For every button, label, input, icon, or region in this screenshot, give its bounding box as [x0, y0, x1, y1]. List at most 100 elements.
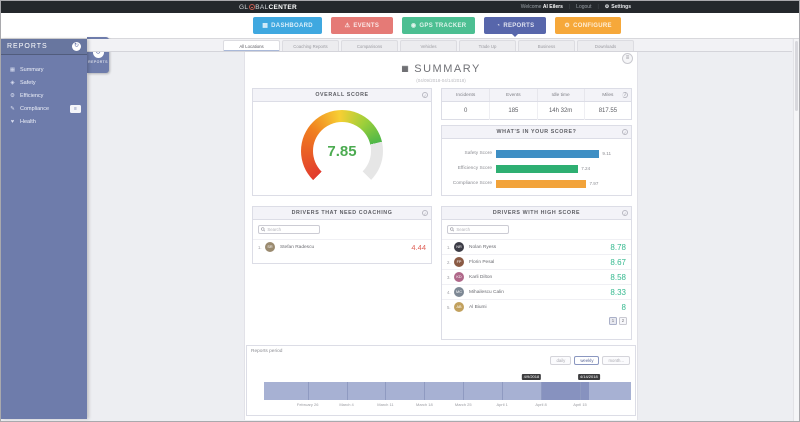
nav-button-events[interactable]: ⚠ EVENTS — [330, 17, 393, 34]
tab-downloads[interactable]: Downloads — [577, 40, 634, 51]
sidebar-item-safety[interactable]: ◈ Safety — [10, 79, 36, 86]
stat-value: 817.55 — [583, 102, 631, 120]
tab-business[interactable]: Business — [518, 40, 575, 51]
week-gridline — [463, 382, 465, 400]
info-icon[interactable]: i — [622, 129, 628, 135]
driver-name: Mihailescu Calin — [469, 289, 504, 295]
tab-coaching-reports[interactable]: Coaching Reports — [282, 40, 339, 51]
axis-label: March 18 — [416, 402, 433, 407]
sidebar-item-health[interactable]: ♥ Health — [10, 118, 36, 125]
overall-score-card: OVERALL SCORE i 7.85 — [252, 88, 432, 196]
tab-all-locations[interactable]: All Locations — [223, 40, 280, 51]
week-gridline — [579, 382, 581, 400]
axis-label: April 15 — [573, 402, 587, 407]
week-gridline — [385, 382, 387, 400]
driver-avatar: MC — [454, 287, 464, 297]
driver-score: 4.44 — [411, 242, 426, 252]
week-gridline — [541, 382, 543, 400]
sidebar-item-efficiency[interactable]: ⚙ Efficiency — [10, 92, 44, 99]
stats-values: 0 185 14h 32m 817.55 — [442, 102, 631, 120]
tab-trade-up[interactable]: Trade Up — [459, 40, 516, 51]
score-breakdown-card: WHAT'S IN YOUR SCORE? i Safety Score 9.1… — [441, 125, 632, 196]
logo-text-bal: BAL — [255, 3, 269, 11]
compliance-badge[interactable]: ≡ — [70, 104, 81, 113]
driver-row[interactable]: 2. FP Florin Pesal 8.67 — [442, 254, 631, 269]
logout-link[interactable]: Logout — [576, 4, 592, 10]
stat-label: Incidents — [456, 92, 476, 98]
period-label: Reports period — [251, 349, 283, 354]
sidebar-item-summary[interactable]: ▦ Summary — [9, 66, 44, 73]
info-icon[interactable]: i — [622, 210, 628, 216]
tab-comparisons[interactable]: Comparisons — [341, 40, 398, 51]
week-gridline — [307, 382, 309, 400]
refresh-icon[interactable]: ↻ — [72, 42, 81, 51]
driver-row[interactable]: 3. KD Karli Dilton 8.58 — [442, 269, 631, 284]
driver-score: 8.33 — [610, 287, 626, 297]
driver-row[interactable]: 5. AB Al Biumi 8 — [442, 299, 631, 314]
summary-page: ▦ SUMMARY (04/09/2018-04/14/2018) OVERAL… — [244, 52, 638, 420]
card-title: OVERALL SCORE — [315, 92, 369, 98]
stat-value: 185 — [489, 102, 536, 120]
axis-label: March 4 — [339, 402, 354, 407]
stat-value: 14h 32m — [536, 102, 584, 120]
shield-icon: ◈ — [10, 79, 15, 86]
app-logo: GL BAL CENTER — [239, 1, 297, 13]
driver-row[interactable]: 1. SR Stefan Radescu 4.44 — [253, 239, 431, 254]
logo-text-center: CENTER — [268, 3, 297, 11]
info-icon[interactable]: i — [622, 92, 628, 98]
globe-icon — [248, 4, 255, 10]
sidebar-item-compliance[interactable]: ✎ Compliance ≡ — [1, 102, 87, 115]
period-button-weekly[interactable]: weekly — [574, 356, 600, 365]
card-title: DRIVERS THAT NEED COACHING — [291, 210, 393, 216]
card-title: DRIVERS WITH HIGH SCORE — [492, 210, 581, 216]
driver-row[interactable]: 1. NR Nolan Ryess 8.78 — [442, 239, 631, 254]
welcome-label: Welcome Al Eilers — [520, 4, 563, 10]
logo-text-gl: GL — [239, 3, 249, 11]
info-icon[interactable]: i — [422, 92, 428, 98]
reports-sidebar: REPORTS ↻ ▦ Summary ◈ Safety ⚙ Efficienc… — [1, 39, 87, 419]
timeline-selection[interactable] — [541, 382, 589, 400]
axis-label: April 1 — [496, 402, 508, 407]
nav-button-configure[interactable]: ⚙ CONFIGURE — [555, 17, 621, 34]
driver-score: 8.67 — [610, 257, 626, 267]
driver-name: Nolan Ryess — [469, 244, 497, 250]
axis-label: March 11 — [377, 402, 394, 407]
refresh-icon: ↻ — [92, 46, 104, 58]
driver-row[interactable]: 4. MC Mihailescu Calin 8.33 — [442, 284, 631, 299]
search-input[interactable] — [456, 227, 506, 232]
driver-name: Al Biumi — [469, 304, 487, 310]
week-gridline — [424, 382, 426, 400]
score-bar-value: 7.24 — [581, 165, 591, 171]
user-name: Al Eilers — [542, 4, 563, 10]
overall-score-value: 7.85 — [327, 142, 357, 160]
warning-icon: ⚠ — [344, 22, 351, 29]
reports-period-card: Reports period daily weekly month... 4/9/2… — [246, 345, 636, 416]
active-tab-caret — [511, 33, 520, 41]
timeline-bar[interactable] — [264, 382, 631, 400]
pagination-button[interactable]: 1 — [609, 317, 617, 325]
stats-card: Incidents Events Idle time Miles i 0 185 14h 3… — [441, 88, 632, 120]
pagination-button[interactable]: 2 — [619, 317, 627, 325]
scrollbar — [793, 39, 799, 421]
selection-end-tooltip: 4/14/2018 — [577, 374, 600, 380]
settings-link[interactable]: ⚙ Settings — [604, 4, 631, 10]
nav-button-gps-tracker[interactable]: ◉ GPS TRACKER — [401, 17, 476, 34]
page-options-button[interactable]: ≡ — [622, 53, 633, 64]
driver-avatar: SR — [265, 242, 275, 252]
nav-button-dashboard[interactable]: ▦ DASHBOARD — [253, 17, 322, 34]
nav-button-reports[interactable]: ◔ REPORTS — [484, 17, 547, 37]
bar-chart-icon: ▦ — [401, 64, 411, 73]
score-bar — [496, 149, 600, 158]
pie-chart-icon: ◔ — [496, 22, 501, 29]
tab-vehicles[interactable]: Vehicles — [400, 40, 457, 51]
info-icon[interactable]: i — [422, 210, 428, 216]
period-button-daily[interactable]: daily — [550, 356, 572, 365]
scrollbar-thumb[interactable] — [795, 41, 798, 111]
score-bar-row: Compliance Score 7.97 — [452, 179, 599, 188]
axis-label: March 25 — [454, 402, 472, 407]
main-nav: ▦ DASHBOARD ⚠ EVENTS ◉ GPS TRACKER ◔ REP… — [1, 13, 799, 39]
period-button-month[interactable]: month... — [602, 356, 630, 365]
search-input[interactable] — [267, 227, 317, 232]
driver-name: Karli Dilton — [469, 274, 493, 280]
